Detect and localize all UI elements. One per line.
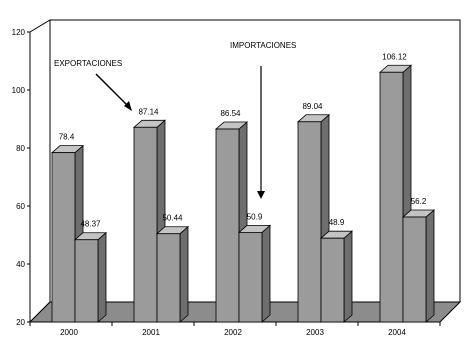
- bar-side: [179, 225, 189, 323]
- import-annotation: IMPORTACIONES: [230, 41, 296, 50]
- y-tick-label: 60: [16, 202, 25, 211]
- data-label: 106.12: [382, 52, 407, 61]
- bar-front: [402, 216, 427, 323]
- bar-front: [297, 121, 322, 323]
- bar-side: [261, 224, 271, 323]
- bars: [50, 64, 436, 323]
- x-axis: 2000 2001 2002 2003 2004: [29, 321, 441, 337]
- bar-importaciones-2001: [155, 225, 190, 323]
- y-tick-label: 100: [12, 86, 26, 95]
- bar-front: [320, 237, 345, 323]
- y-axis: 20 40 60 80 100 120: [12, 28, 31, 327]
- bar-exportaciones-2002: [214, 121, 249, 323]
- data-label: 87.14: [138, 107, 159, 116]
- bar-front: [133, 126, 158, 323]
- bar-importaciones-2002: [237, 224, 272, 323]
- data-label: 48.9: [329, 218, 345, 227]
- bar-front: [74, 239, 99, 323]
- bar-front: [215, 128, 240, 323]
- export-arrow: [95, 73, 131, 109]
- data-label: 50.9: [247, 212, 263, 221]
- x-tick-label: 2000: [60, 328, 78, 337]
- data-labels: 78.4 48.37 87.14 50.44 86.54 50.9 89.04 48.9 106…: [59, 52, 427, 228]
- x-tick-label: 2002: [224, 328, 242, 337]
- bar-importaciones-2003: [319, 230, 354, 323]
- import-arrowhead: [257, 191, 265, 199]
- x-tick-label: 2001: [142, 328, 160, 337]
- bar-side: [97, 231, 107, 323]
- data-label: 50.44: [162, 214, 183, 223]
- export-annotation: EXPORTACIONES: [54, 59, 122, 68]
- data-label: 86.54: [220, 109, 241, 118]
- y-tick-label: 80: [16, 144, 25, 153]
- bar-importaciones-2004: [401, 209, 436, 323]
- bar-front: [379, 71, 404, 323]
- annotations: EXPORTACIONES IMPORTACIONES: [54, 41, 296, 199]
- y-tick-label: 120: [12, 28, 26, 37]
- y-tick-label: 20: [16, 318, 25, 327]
- bar-front: [238, 231, 263, 323]
- bar-importaciones-2000: [73, 231, 108, 323]
- x-tick-label: 2003: [306, 328, 324, 337]
- x-tick-label: 2004: [388, 328, 406, 337]
- data-label: 78.4: [59, 133, 75, 142]
- data-label: 48.37: [80, 220, 101, 229]
- bar-side: [343, 230, 353, 323]
- bar-side: [425, 209, 435, 323]
- y-tick-label: 40: [16, 260, 25, 269]
- export-arrowhead: [124, 101, 132, 111]
- bar-front: [51, 152, 76, 323]
- data-label: 56.2: [411, 197, 427, 206]
- bar-front: [156, 233, 181, 323]
- data-label: 89.04: [302, 102, 323, 111]
